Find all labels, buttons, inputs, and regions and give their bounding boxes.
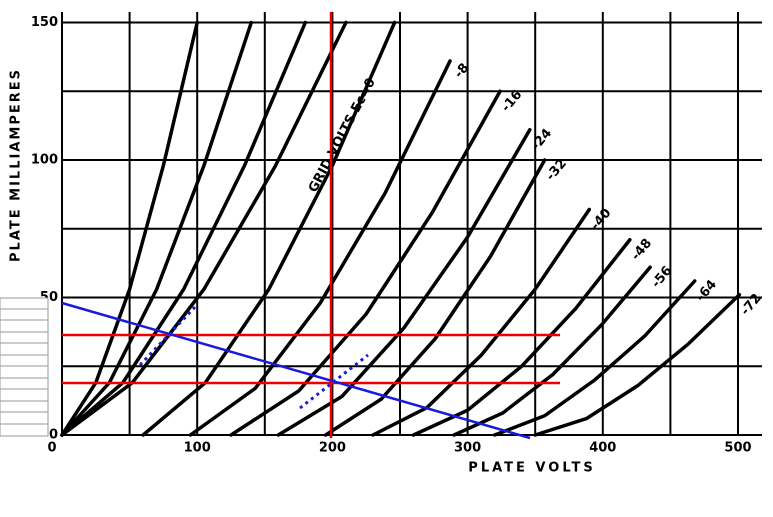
curve xyxy=(60,20,254,437)
curve xyxy=(276,128,532,437)
y-tick-label: 100 xyxy=(31,153,58,168)
side-table xyxy=(0,297,49,437)
y-axis-label: PLATE MILLIAMPERES xyxy=(9,68,24,262)
curve xyxy=(60,20,199,437)
curve xyxy=(188,59,452,437)
y-tick-label: 150 xyxy=(31,15,58,30)
dotted-line xyxy=(299,353,369,410)
legend-label: -48 xyxy=(629,236,656,264)
legend-label: GRID VOLTS Ec=0 xyxy=(306,76,379,195)
overlay xyxy=(0,12,560,440)
curve xyxy=(60,20,308,437)
x-tick-label: 100 xyxy=(184,441,211,456)
y-tick-label: 0 xyxy=(49,428,58,443)
x-tick-label: 0 xyxy=(47,441,56,456)
curve xyxy=(141,20,397,437)
curve xyxy=(229,89,502,437)
curve xyxy=(323,158,547,437)
x-tick-label: 500 xyxy=(724,441,751,456)
curve xyxy=(60,20,348,437)
curve xyxy=(533,293,742,437)
x-tick-label: 300 xyxy=(454,441,481,456)
curve xyxy=(492,279,697,437)
load-line xyxy=(61,301,531,440)
legend-label: -8 xyxy=(452,61,473,82)
legend-label: -56 xyxy=(649,263,676,291)
curve xyxy=(452,265,652,437)
legend-label: -72 xyxy=(738,291,765,319)
x-tick-label: 400 xyxy=(589,441,616,456)
legend-label: -64 xyxy=(693,277,720,305)
legend-label: -24 xyxy=(528,126,555,154)
curve xyxy=(371,207,592,437)
x-tick-label: 200 xyxy=(319,441,346,456)
x-axis-label: PLATE VOLTS xyxy=(468,461,595,476)
curve xyxy=(411,238,632,437)
